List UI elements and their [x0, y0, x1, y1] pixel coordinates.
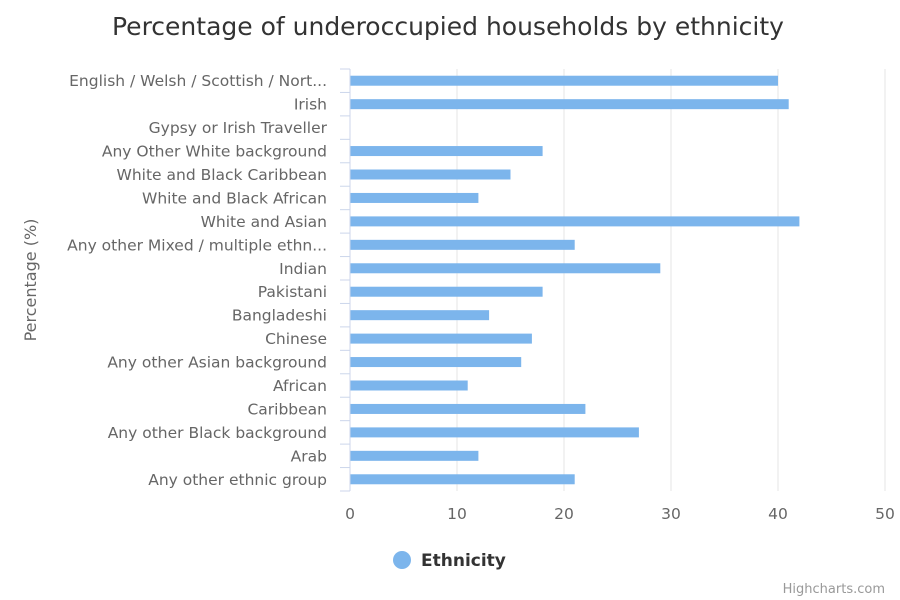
bar[interactable] — [350, 450, 479, 461]
bar[interactable] — [350, 286, 543, 297]
credits-link[interactable]: Highcharts.com — [783, 582, 885, 597]
category-label: Arab — [291, 447, 327, 465]
category-labels: English / Welsh / Scottish / Nort... Iris… — [67, 72, 327, 489]
bar[interactable] — [350, 310, 490, 321]
category-label: White and Black Caribbean — [117, 166, 327, 184]
x-tick-label: 40 — [768, 505, 788, 523]
bar[interactable] — [350, 380, 468, 391]
category-label: White and Black African — [142, 189, 327, 207]
category-label: Any other Asian background — [107, 354, 327, 372]
bar[interactable] — [350, 333, 532, 344]
x-tick-label: 30 — [661, 505, 681, 523]
bar[interactable] — [350, 99, 789, 110]
category-label: Any other ethnic group — [148, 471, 327, 489]
grid-lines — [456, 69, 886, 491]
category-label: Gypsy or Irish Traveller — [149, 119, 328, 137]
bar[interactable] — [350, 169, 511, 180]
chart-title: Percentage of underoccupied households b… — [112, 12, 784, 41]
category-label: Pakistani — [258, 283, 327, 301]
category-label: English / Welsh / Scottish / Nort... — [69, 72, 327, 90]
bar[interactable] — [350, 192, 479, 203]
category-axis — [340, 68, 351, 492]
category-label: Any Other White background — [102, 143, 327, 161]
bars — [350, 75, 800, 485]
bar[interactable] — [350, 75, 778, 86]
x-tick-label: 10 — [447, 505, 467, 523]
category-label: Any other Black background — [108, 424, 327, 442]
legend[interactable]: Ethnicity — [393, 551, 506, 571]
x-tick-label: 50 — [875, 505, 895, 523]
category-label: African — [273, 377, 327, 395]
legend-marker[interactable] — [393, 551, 411, 569]
bar[interactable] — [350, 403, 586, 414]
bar[interactable] — [350, 146, 543, 157]
category-label: Bangladeshi — [232, 307, 327, 325]
bar[interactable] — [350, 357, 522, 368]
category-label: Chinese — [265, 330, 327, 348]
x-tick-label: 0 — [345, 505, 355, 523]
category-label: Indian — [279, 260, 327, 278]
bar[interactable] — [350, 474, 575, 485]
category-label: Any other Mixed / multiple ethn... — [67, 236, 327, 254]
category-label: White and Asian — [201, 213, 327, 231]
x-tick-label: 20 — [554, 505, 574, 523]
legend-item-label[interactable]: Ethnicity — [421, 551, 506, 571]
category-label: Irish — [294, 96, 327, 114]
bar[interactable] — [350, 263, 661, 274]
bar[interactable] — [350, 216, 800, 227]
bar[interactable] — [350, 427, 639, 438]
x-tick-labels: 0 10 20 30 40 50 — [345, 505, 895, 523]
category-label: Caribbean — [247, 400, 327, 418]
bar[interactable] — [350, 239, 575, 250]
axis-title: Percentage (%) — [21, 219, 40, 342]
